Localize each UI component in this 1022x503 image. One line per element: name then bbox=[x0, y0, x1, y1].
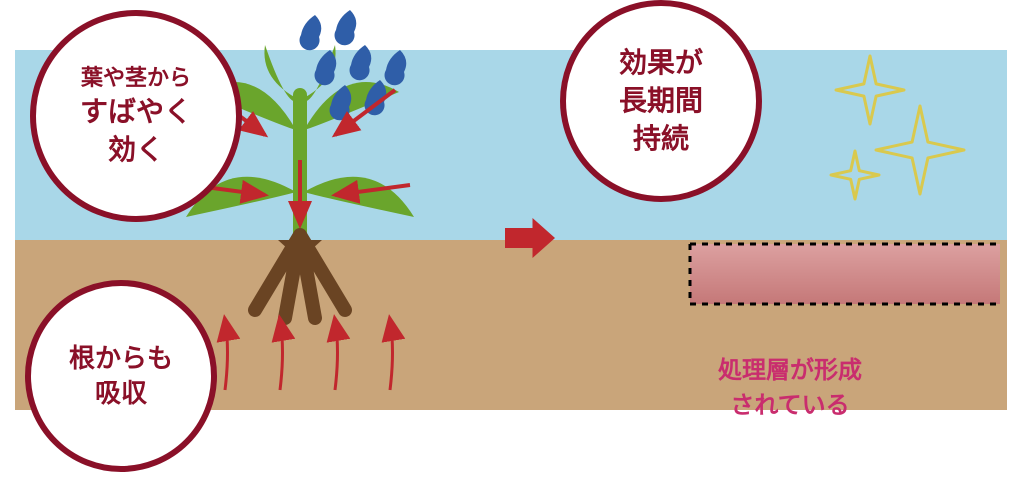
leaf bbox=[304, 177, 414, 217]
sparkle-icon bbox=[876, 106, 964, 194]
callout-line: 葉や茎から bbox=[81, 63, 191, 93]
treated-layer bbox=[690, 244, 1000, 304]
callout-line: 効果が bbox=[619, 44, 703, 82]
sparkle-icon bbox=[831, 151, 879, 199]
treated-layer-label: 処理層が形成されている bbox=[640, 350, 940, 420]
transition-arrow-icon bbox=[505, 218, 555, 258]
diagram-stage: 葉や茎からすばやく効く 根からも吸収 効果が長期間持続 処理層が形成されている bbox=[0, 0, 1022, 503]
rain-drop-icon bbox=[385, 50, 407, 85]
absorb-arrow-root bbox=[280, 320, 283, 390]
rain-drop-icon bbox=[315, 50, 337, 85]
callout-line: 根からも bbox=[69, 341, 173, 376]
absorb-arrow-root bbox=[390, 320, 393, 390]
callout-line: 長期間 bbox=[619, 82, 703, 120]
callout-circle-leaf-stem: 葉や茎からすばやく効く bbox=[30, 10, 242, 222]
rain-drop-icon bbox=[330, 85, 352, 120]
callout-circle-lasting: 効果が長期間持続 bbox=[560, 0, 762, 202]
callout-line: 効く bbox=[108, 131, 164, 169]
rain-drop-icon bbox=[350, 45, 372, 80]
callout-line: 持続 bbox=[633, 120, 689, 158]
rain-drop-icon bbox=[335, 10, 357, 45]
callout-line: すばやく bbox=[80, 93, 192, 131]
absorb-arrow-root bbox=[225, 320, 228, 390]
callout-line: 吸収 bbox=[95, 376, 147, 411]
sparkle-icon bbox=[836, 56, 904, 124]
treated-label-line: されている bbox=[640, 385, 940, 420]
rain-drop-icon bbox=[300, 15, 322, 50]
absorb-arrow-root bbox=[335, 320, 338, 390]
treated-label-line: 処理層が形成 bbox=[640, 350, 940, 385]
callout-circle-root: 根からも吸収 bbox=[25, 280, 217, 472]
